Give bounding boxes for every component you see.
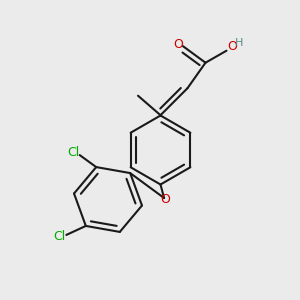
Text: H: H [235,38,243,48]
Text: O: O [227,40,237,53]
Text: Cl: Cl [67,146,79,159]
Text: O: O [174,38,183,51]
Text: O: O [160,193,169,206]
Text: Cl: Cl [54,230,66,243]
